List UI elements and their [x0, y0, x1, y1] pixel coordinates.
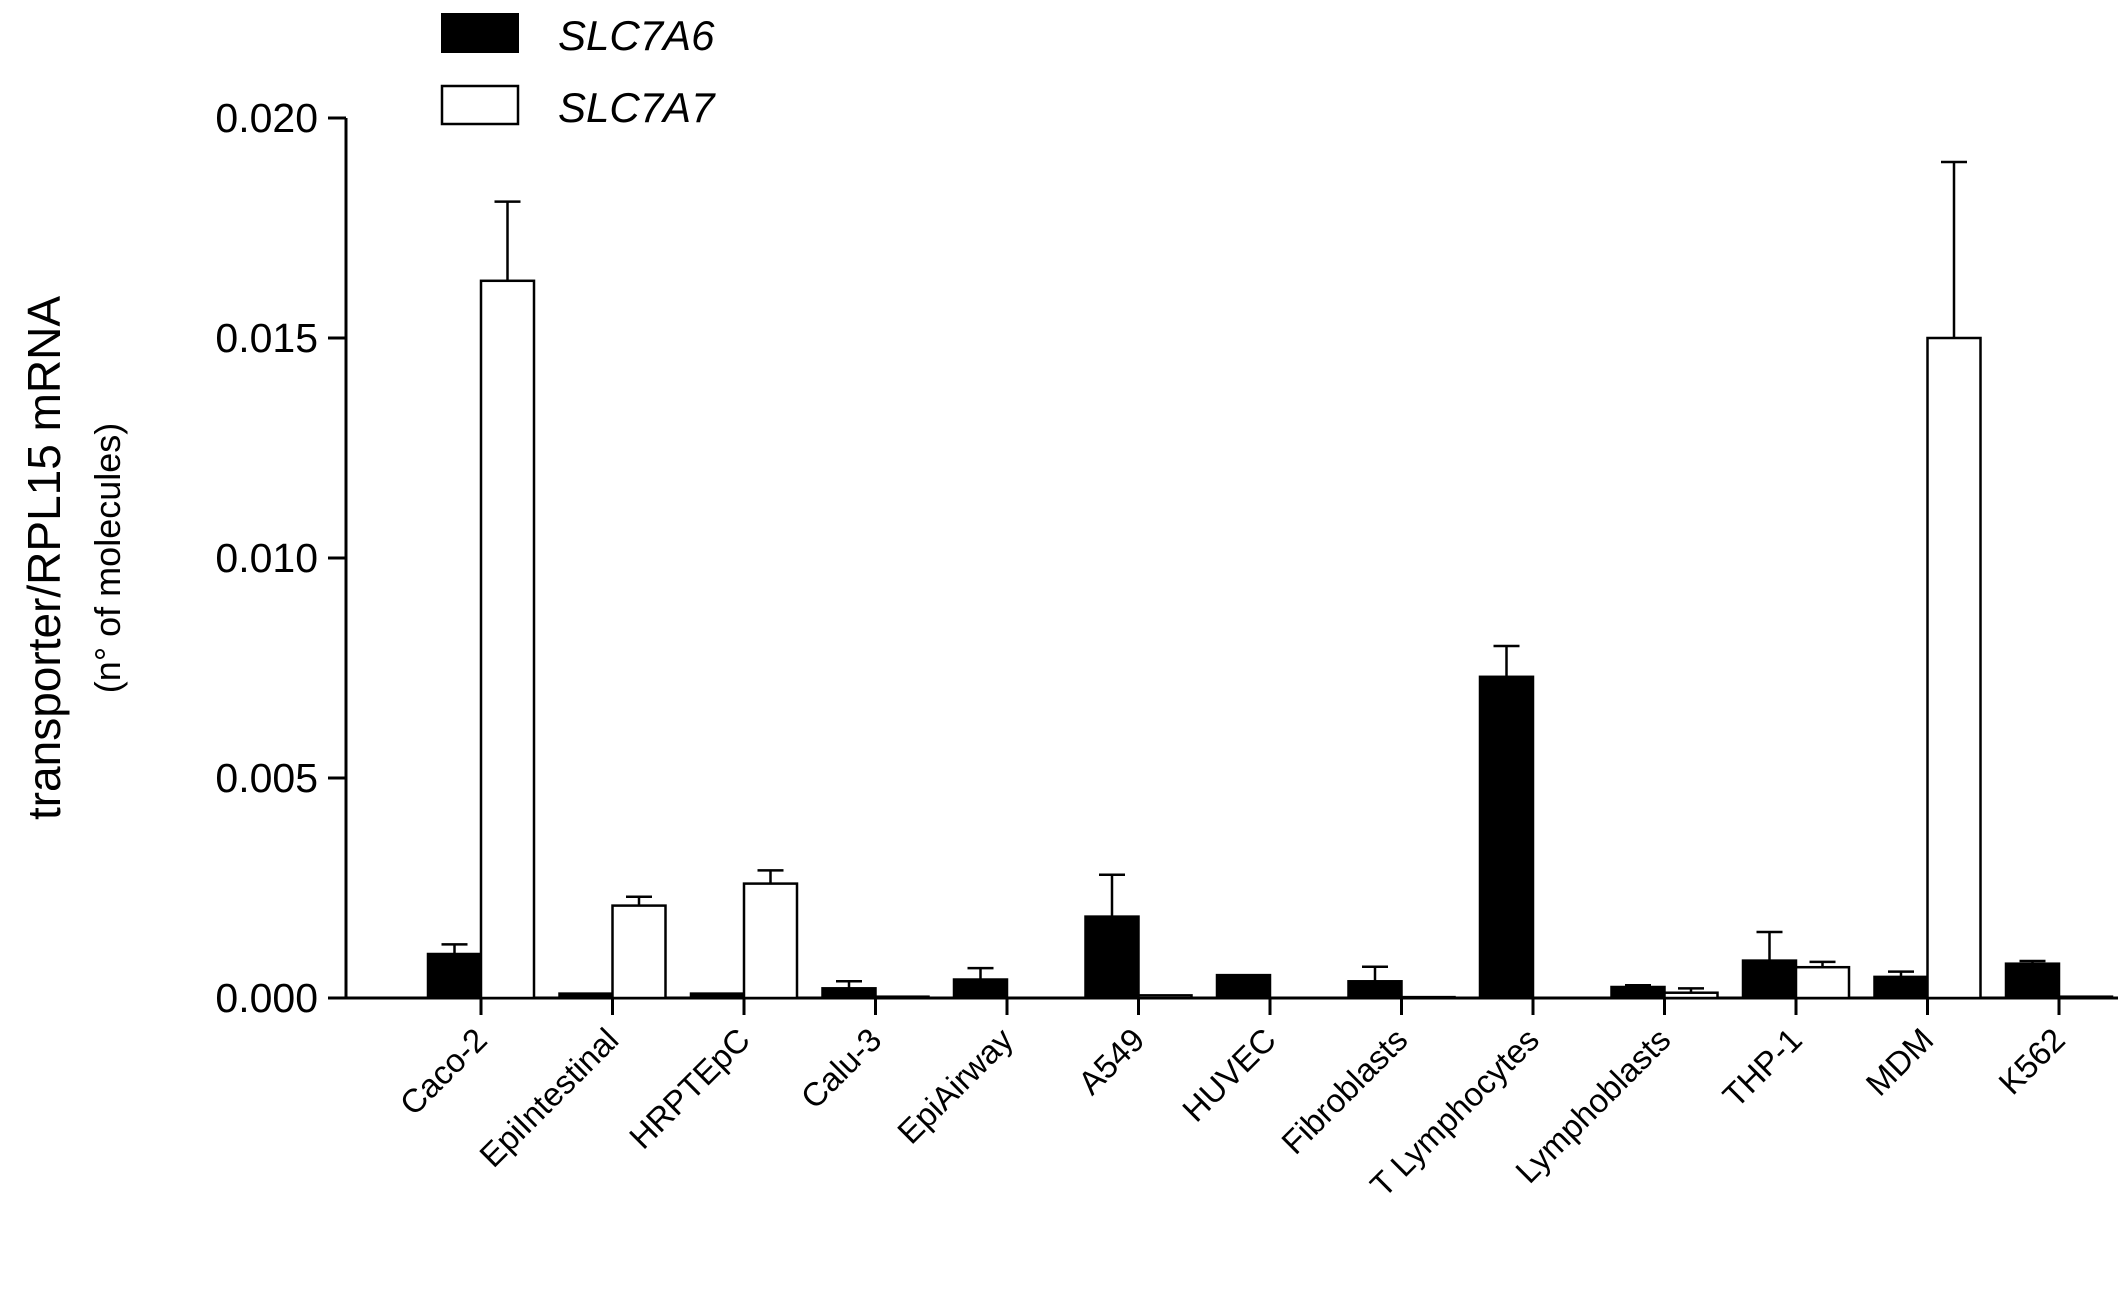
- legend-swatch-slc7a6: [441, 13, 519, 53]
- bar: [1610, 985, 1666, 1000]
- bar: [611, 904, 667, 1000]
- bar: [2057, 995, 2114, 1000]
- y-axis-title-line2: (n° of molecules): [87, 423, 128, 694]
- bar: [1794, 965, 1851, 1000]
- x-tick-label: Caco-2: [393, 1021, 494, 1122]
- bar: [1926, 336, 1982, 1000]
- legend-swatch-slc7a7: [440, 84, 520, 126]
- bar: [1137, 994, 1193, 1000]
- bar: [558, 992, 614, 1000]
- bar: [1741, 959, 1798, 1000]
- bar: [1873, 975, 1929, 1000]
- y-axis-title: transporter/RPL15 mRNA (n° of molecules): [18, 296, 128, 820]
- y-tick-label: 0.005: [215, 755, 318, 801]
- y-tick-label: 0.015: [215, 315, 318, 361]
- bars: [426, 160, 2114, 1000]
- legend-label-slc7a6: SLC7A6: [558, 12, 715, 59]
- y-tick-label: 0.020: [215, 95, 318, 141]
- bar: [1347, 980, 1403, 1000]
- x-tick-label: A549: [1071, 1021, 1152, 1102]
- x-tick-label: K562: [1991, 1021, 2072, 1102]
- bar: [821, 987, 877, 1000]
- bar: [689, 992, 746, 1000]
- bar: [426, 952, 483, 1000]
- legend-label-slc7a7: SLC7A7: [558, 84, 716, 131]
- bar: [1084, 915, 1140, 1000]
- bar: [1663, 991, 1719, 1000]
- x-tick-label: EpiIntestinal: [472, 1021, 625, 1174]
- bar: [952, 978, 1009, 1000]
- bar: [1215, 973, 1272, 1000]
- bar: [479, 279, 536, 1000]
- x-axis: [346, 996, 2118, 1015]
- x-tick-label: Calu-3: [794, 1021, 889, 1116]
- x-tick-label: HRPTEpC: [622, 1021, 757, 1156]
- x-tick-label: MDM: [1859, 1021, 1941, 1103]
- bar: [1478, 675, 1535, 1000]
- y-tick-label: 0.010: [215, 535, 318, 581]
- legend: SLC7A6 SLC7A7: [440, 12, 716, 131]
- y-axis-title-line1: transporter/RPL15 mRNA: [18, 296, 70, 820]
- bar: [742, 882, 799, 1000]
- y-axis: 0.000 0.005 0.010 0.015 0.020: [215, 95, 348, 1021]
- bar: [1400, 995, 1456, 1000]
- x-tick-label: EpiAirway: [890, 1020, 1020, 1150]
- bar: [874, 995, 930, 1000]
- x-tick-label: HUVEC: [1175, 1021, 1283, 1129]
- y-tick-label: 0.000: [215, 975, 318, 1021]
- x-tick-label: Fibroblasts: [1274, 1021, 1414, 1161]
- bar: [2004, 962, 2061, 1000]
- x-tick-label: THP-1: [1715, 1021, 1809, 1115]
